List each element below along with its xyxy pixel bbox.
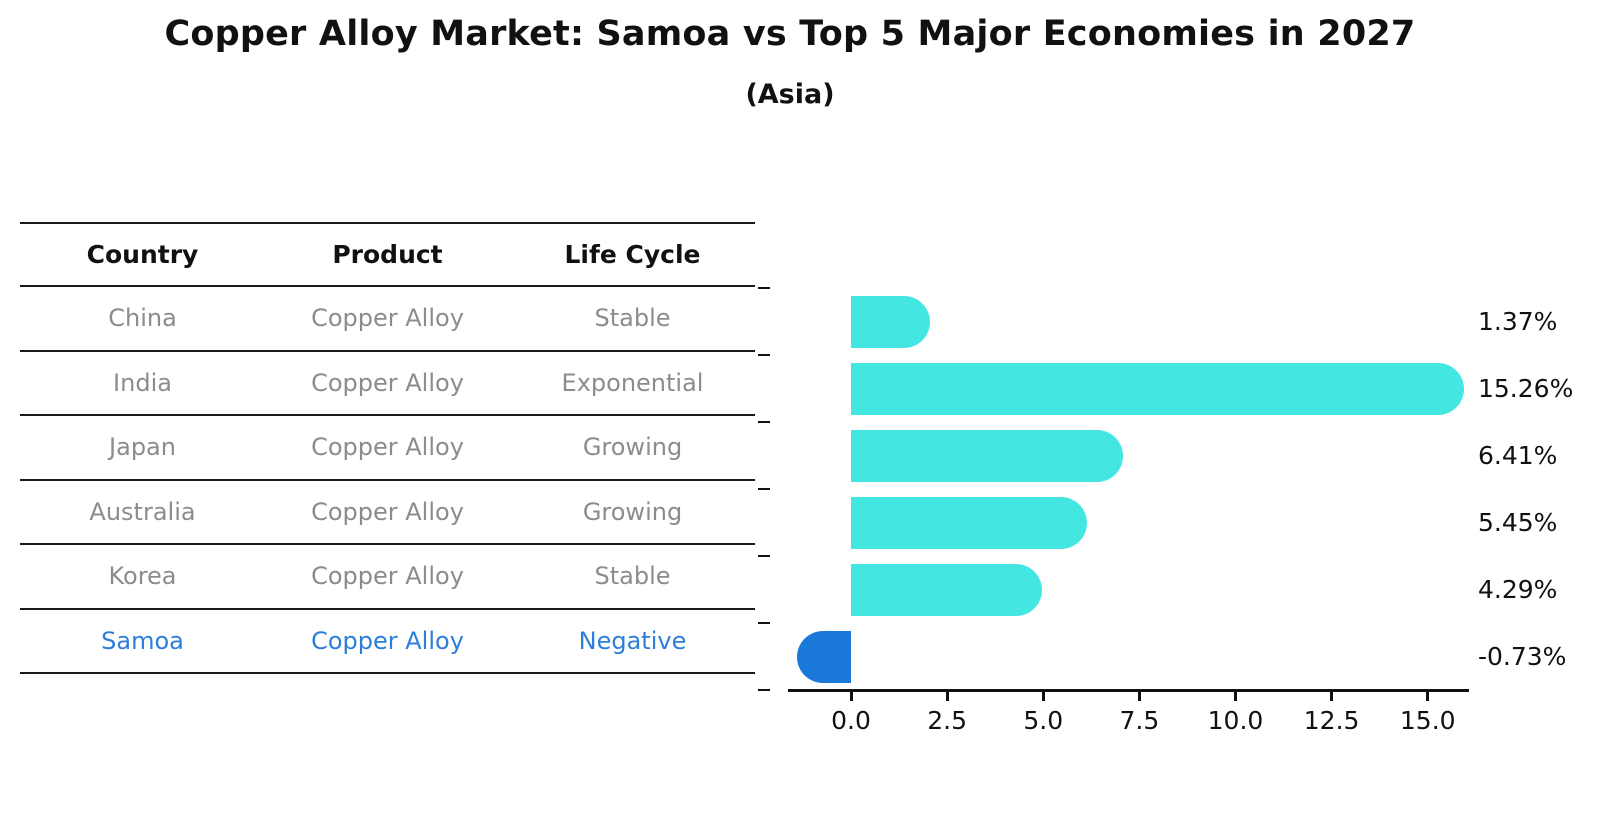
table-cell-life-cycle: Growing <box>582 497 683 526</box>
y-axis-tick <box>758 622 770 624</box>
bar-japan <box>851 429 1124 482</box>
bar-value-label: -0.73% <box>1478 642 1567 671</box>
chart-subtitle: (Asia) <box>745 79 835 110</box>
table-header-country: Country <box>86 240 199 269</box>
table-cell-life-cycle: Negative <box>578 626 687 655</box>
table-cell-product: Copper Alloy <box>311 562 464 591</box>
table-cell-country: Australia <box>89 497 196 526</box>
y-axis-tick <box>758 488 770 490</box>
table-row-korea: Korea Copper Alloy Stable <box>20 545 755 610</box>
x-axis-tick-label: 12.5 <box>1303 706 1360 735</box>
table-cell-country: Korea <box>108 562 177 591</box>
x-axis-tick <box>849 690 853 701</box>
table-header-row: Country Product Life Cycle <box>20 224 755 287</box>
x-axis-tick <box>945 690 949 701</box>
y-axis-tick <box>758 287 770 289</box>
x-axis-tick-label: 0.0 <box>831 706 871 735</box>
table-row-china: China Copper Alloy Stable <box>20 287 755 352</box>
table-cell-life-cycle: Stable <box>594 562 671 591</box>
table-cell-country: India <box>113 368 172 397</box>
x-axis-tick-label: 10.0 <box>1207 706 1264 735</box>
x-axis-tick <box>1041 690 1045 701</box>
bar-value-label: 5.45% <box>1478 508 1558 537</box>
x-axis-tick-label: 5.0 <box>1023 706 1064 735</box>
bar-india <box>851 362 1464 415</box>
table-row-japan: Japan Copper Alloy Growing <box>20 416 755 481</box>
x-axis-tick-label: 2.5 <box>927 706 967 735</box>
x-axis-tick <box>1330 690 1334 701</box>
y-axis-tick <box>758 555 770 557</box>
bar-korea <box>851 563 1042 616</box>
x-axis-tick-label: 15.0 <box>1399 706 1456 735</box>
table-row-india: India Copper Alloy Exponential <box>20 352 755 416</box>
table-cell-country: China <box>108 304 177 333</box>
table-row-samoa: Samoa Copper Alloy Negative <box>20 610 755 674</box>
bar-value-label: 15.26% <box>1478 374 1574 403</box>
bar-value-label: 1.37% <box>1478 307 1558 336</box>
table-cell-product: Copper Alloy <box>311 368 464 397</box>
x-axis-line <box>788 689 1469 692</box>
bar-value-label: 4.29% <box>1478 575 1558 604</box>
bar-china <box>851 295 930 348</box>
bar-samoa <box>796 630 851 683</box>
bar-australia <box>851 496 1087 549</box>
x-axis-tick <box>1234 690 1237 701</box>
y-axis-tick <box>758 689 770 691</box>
table-cell-life-cycle: Growing <box>582 433 683 462</box>
bar-value-label: 6.41% <box>1478 441 1558 470</box>
y-axis-tick <box>758 421 770 423</box>
table-header-product: Product <box>332 240 443 269</box>
x-axis-tick <box>1137 690 1141 701</box>
table-cell-product: Copper Alloy <box>311 304 464 333</box>
table-cell-country: Samoa <box>101 626 184 655</box>
chart-title: Copper Alloy Market: Samoa vs Top 5 Majo… <box>164 14 1416 54</box>
table-header-life-cycle: Life Cycle <box>564 240 701 269</box>
country-table: Country Product Life Cycle China Copper Allo… <box>20 222 755 674</box>
table-cell-product: Copper Alloy <box>311 433 464 462</box>
x-axis-tick-label: 7.5 <box>1119 706 1160 735</box>
table-cell-product: Copper Alloy <box>311 626 464 655</box>
table-cell-life-cycle: Stable <box>594 304 671 333</box>
x-axis-tick <box>1426 690 1430 701</box>
table-row-australia: Australia Copper Alloy Growing <box>20 481 755 545</box>
table-cell-country: Japan <box>109 433 176 462</box>
table-cell-product: Copper Alloy <box>311 497 464 526</box>
table-cell-life-cycle: Exponential <box>561 368 704 397</box>
y-axis-tick <box>758 354 770 356</box>
